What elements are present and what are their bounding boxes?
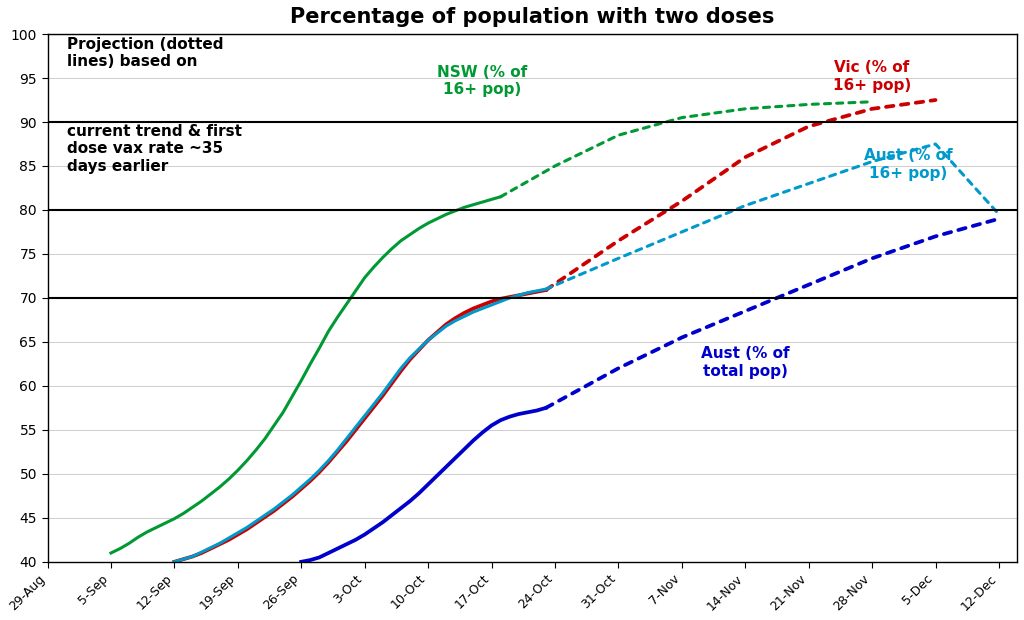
Text: Aust (% of
total pop): Aust (% of total pop) [700,347,790,379]
Text: Projection (dotted
lines) based on: Projection (dotted lines) based on [67,37,223,69]
Text: Vic (% of
16+ pop): Vic (% of 16+ pop) [833,60,911,93]
Text: Aust (% of
16+ pop): Aust (% of 16+ pop) [864,148,952,181]
Text: current trend & first
dose vax rate ~35
days earlier: current trend & first dose vax rate ~35 … [67,124,242,174]
Title: Percentage of population with two doses: Percentage of population with two doses [290,7,774,27]
Text: NSW (% of
16+ pop): NSW (% of 16+ pop) [437,65,527,97]
